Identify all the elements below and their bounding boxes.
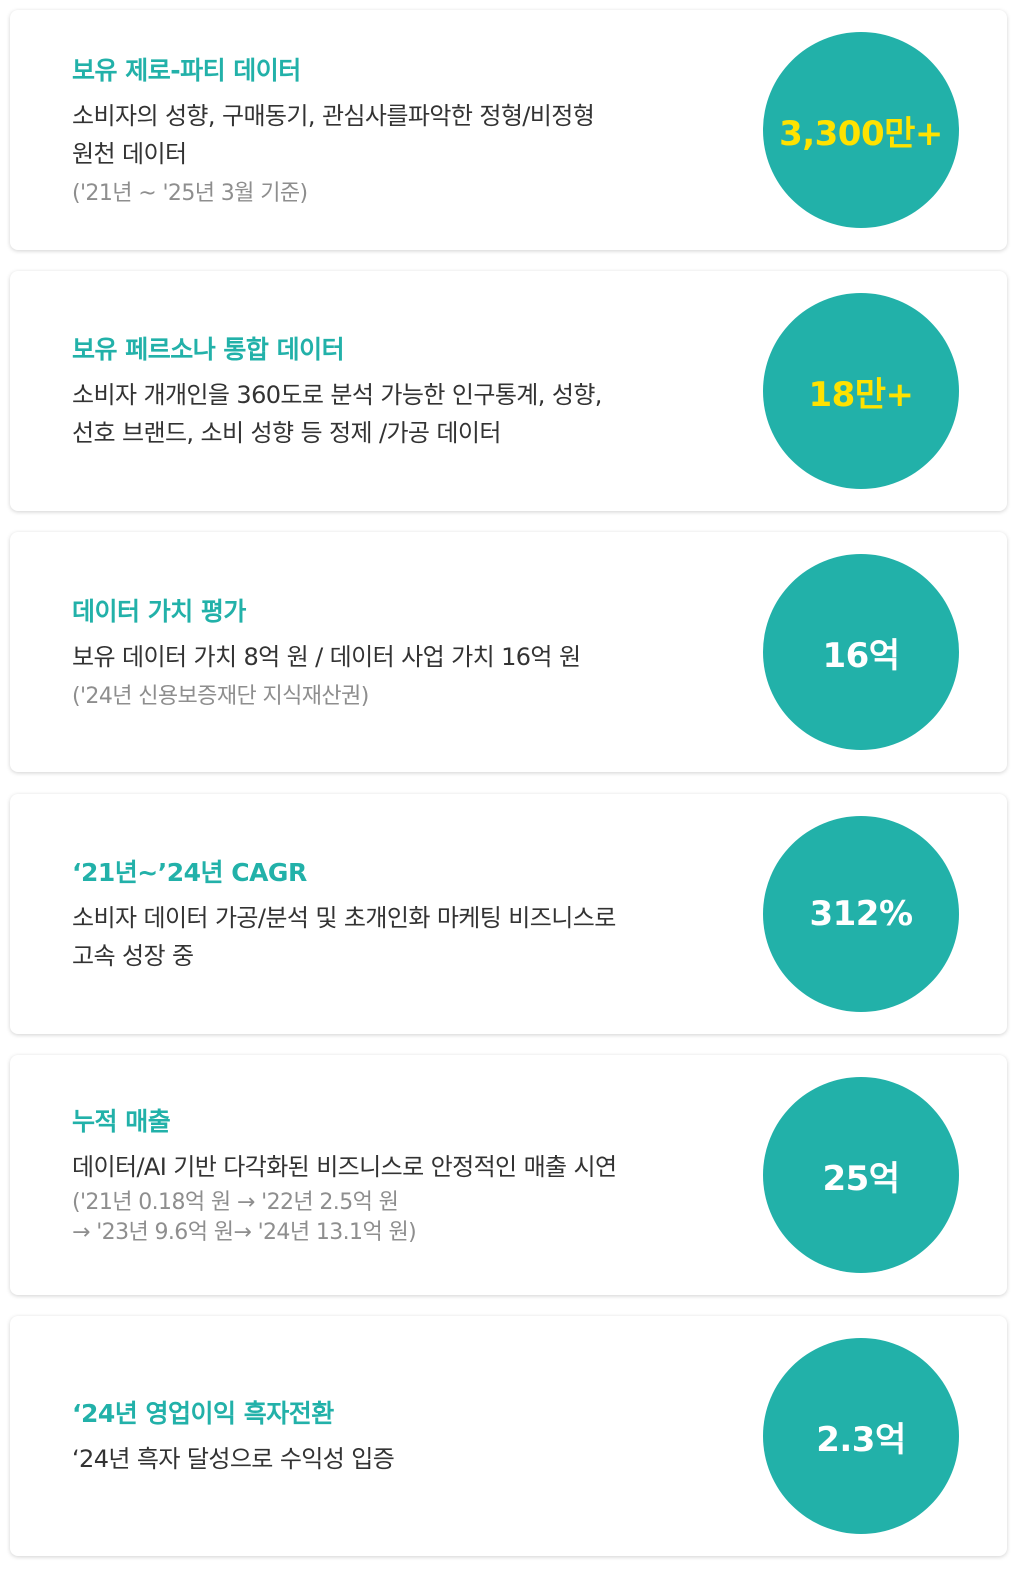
card-title: 보유 제로-파티 데이터 (72, 56, 301, 85)
stat-card-data-valuation: 데이터 가치 평가 보유 데이터 가치 8억 원 / 데이터 사업 가치 16억… (10, 532, 1007, 772)
stat-value-circle: 312% (763, 816, 959, 1012)
stat-card-cagr: ‘21년~’24년 CAGR 소비자 데이터 가공/분석 및 초개인화 마케팅 … (10, 794, 1007, 1034)
stat-value-circle: 2.3억 (763, 1338, 959, 1534)
card-title: ‘21년~’24년 CAGR (72, 858, 307, 887)
card-description: ‘24년 흑자 달성으로 수익성 입증 (72, 1445, 395, 1473)
stat-card-operating-profit: ‘24년 영업이익 흑자전환 ‘24년 흑자 달성으로 수익성 입증 2.3억 (10, 1316, 1007, 1556)
card-description: 보유 데이터 가치 8억 원 / 데이터 사업 가치 16억 원 (72, 643, 581, 671)
stat-card-cumulative-revenue: 누적 매출 데이터/AI 기반 다각화된 비즈니스로 안정적인 매출 시연 ('… (10, 1055, 1007, 1295)
stat-value-circle: 16억 (763, 554, 959, 750)
stat-value-circle: 25억 (763, 1077, 959, 1273)
card-note: ('24년 신용보증재단 지식재산권) (72, 684, 369, 709)
card-description: 소비자의 성향, 구매동기, 관심사를파악한 정형/비정형 원천 데이터 (72, 102, 595, 168)
stat-value-circle: 18만+ (763, 293, 959, 489)
card-title: 누적 매출 (72, 1107, 171, 1136)
card-title: ‘24년 영업이익 흑자전환 (72, 1399, 334, 1428)
card-description: 소비자 데이터 가공/분석 및 초개인화 마케팅 비즈니스로 고속 성장 중 (72, 904, 616, 970)
card-note: ('21년 ~ '25년 3월 기준) (72, 181, 308, 206)
stat-card-zero-party-data: 보유 제로-파티 데이터 소비자의 성향, 구매동기, 관심사를파악한 정형/비… (10, 10, 1007, 250)
card-title: 데이터 가치 평가 (72, 597, 246, 626)
card-title: 보유 페르소나 통합 데이터 (72, 335, 345, 364)
card-note: ('21년 0.18억 원 → '22년 2.5억 원 → '23년 9.6억 … (72, 1190, 417, 1245)
stat-card-persona-data: 보유 페르소나 통합 데이터 소비자 개개인을 360도로 분석 가능한 인구통… (10, 271, 1007, 511)
stat-value-circle: 3,300만+ (763, 32, 959, 228)
card-description: 소비자 개개인을 360도로 분석 가능한 인구통계, 성향, 선호 브랜드, … (72, 381, 602, 447)
card-description: 데이터/AI 기반 다각화된 비즈니스로 안정적인 매출 시연 (72, 1153, 617, 1181)
